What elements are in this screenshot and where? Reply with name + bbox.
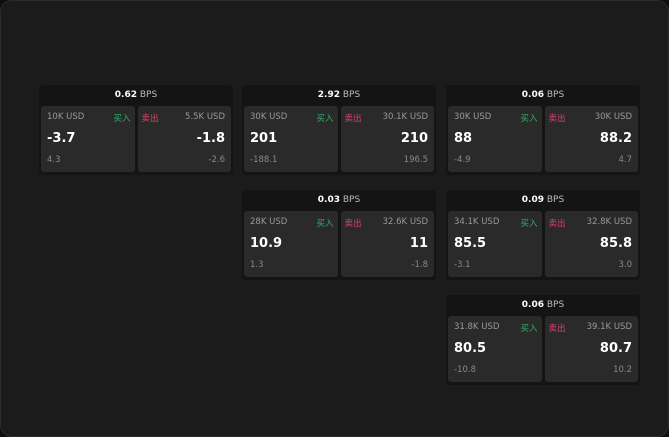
spread-unit: BPS <box>342 195 361 205</box>
sell-amount: 39.1K USD <box>586 322 632 332</box>
buy-amount: 31.8K USD <box>454 322 500 332</box>
spread-value: 0.06 <box>521 90 544 100</box>
sell-change: 3.0 <box>618 260 632 270</box>
spread-unit: BPS <box>546 90 565 100</box>
quote-card: 0.03 BPS 28K USD 买入 10.9 1.3 卖出 32.6K USD 11 -… <box>242 190 436 280</box>
buy-change: 1.3 <box>250 260 264 270</box>
buy-price: 201 <box>250 131 278 146</box>
buy-price: 10.9 <box>250 236 283 251</box>
sell-button[interactable]: 卖出 30.1K USD 210 196.5 <box>340 106 434 172</box>
buy-change: -3.1 <box>454 260 471 270</box>
buy-button[interactable]: 34.1K USD 买入 85.5 -3.1 <box>448 211 542 277</box>
spread-unit: BPS <box>546 300 565 310</box>
buy-amount: 34.1K USD <box>454 217 500 227</box>
buy-label: 买入 <box>113 114 131 124</box>
quote-card: 0.06 BPS 30K USD 买入 88 -4.9 卖出 30K USD 88.2 4.… <box>446 85 640 175</box>
sell-amount: 30K USD <box>594 112 632 122</box>
buy-label: 买入 <box>520 219 538 229</box>
buy-label: 买入 <box>316 114 334 124</box>
buy-button[interactable]: 30K USD 买入 88 -4.9 <box>448 106 542 172</box>
sell-price: 88.2 <box>599 131 632 146</box>
spread-header: 0.09 BPS <box>446 190 640 211</box>
buy-price: 85.5 <box>454 236 487 251</box>
buy-price: 80.5 <box>454 341 487 356</box>
buy-button[interactable]: 30K USD 买入 201 -188.1 <box>244 106 338 172</box>
spread-unit: BPS <box>139 90 158 100</box>
sell-button[interactable]: 卖出 5.5K USD -1.8 -2.6 <box>137 106 231 172</box>
sell-change: -2.6 <box>208 155 225 165</box>
quote-card: 0.06 BPS 31.8K USD 买入 80.5 -10.8 卖出 39.1K US… <box>446 295 640 385</box>
sell-change: 10.2 <box>613 365 632 375</box>
buy-amount: 30K USD <box>250 112 288 122</box>
sell-amount: 5.5K USD <box>185 112 225 122</box>
sell-button[interactable]: 卖出 32.6K USD 11 -1.8 <box>340 211 434 277</box>
sell-label: 卖出 <box>344 219 362 229</box>
quote-card: 0.09 BPS 34.1K USD 买入 85.5 -3.1 卖出 32.8K USD… <box>446 190 640 280</box>
sell-button[interactable]: 卖出 32.8K USD 85.8 3.0 <box>544 211 638 277</box>
spread-value: 0.06 <box>521 300 544 310</box>
buy-price: 88 <box>454 131 473 146</box>
spread-header: 0.03 BPS <box>242 190 436 211</box>
sell-label: 卖出 <box>344 114 362 124</box>
sell-amount: 30.1K USD <box>382 112 428 122</box>
sell-price: 11 <box>409 236 428 251</box>
sell-button[interactable]: 卖出 39.1K USD 80.7 10.2 <box>544 316 638 382</box>
buy-change: -4.9 <box>454 155 471 165</box>
spread-value: 0.09 <box>521 195 544 205</box>
sell-price: 210 <box>400 131 428 146</box>
spread-header: 2.92 BPS <box>242 85 436 106</box>
sell-label: 卖出 <box>548 324 566 334</box>
sell-change: -1.8 <box>411 260 428 270</box>
spread-header: 0.62 BPS <box>39 85 233 106</box>
spread-unit: BPS <box>546 195 565 205</box>
sell-amount: 32.6K USD <box>382 217 428 227</box>
spread-unit: BPS <box>342 90 361 100</box>
spread-value: 2.92 <box>317 90 340 100</box>
buy-label: 买入 <box>316 219 334 229</box>
spread-value: 0.03 <box>317 195 340 205</box>
sell-label: 卖出 <box>141 114 159 124</box>
sell-price: 80.7 <box>599 341 632 356</box>
sell-price: -1.8 <box>196 131 225 146</box>
sell-button[interactable]: 卖出 30K USD 88.2 4.7 <box>544 106 638 172</box>
sell-amount: 32.8K USD <box>586 217 632 227</box>
sell-price: 85.8 <box>599 236 632 251</box>
sell-change: 196.5 <box>403 155 428 165</box>
buy-button[interactable]: 10K USD 买入 -3.7 4.3 <box>41 106 135 172</box>
spread-header: 0.06 BPS <box>446 295 640 316</box>
quote-card: 0.62 BPS 10K USD 买入 -3.7 4.3 卖出 5.5K USD -1.8… <box>39 85 233 175</box>
quote-card: 2.92 BPS 30K USD 买入 201 -188.1 卖出 30.1K USD 2… <box>242 85 436 175</box>
buy-amount: 30K USD <box>454 112 492 122</box>
buy-change: -10.8 <box>454 365 476 375</box>
buy-button[interactable]: 28K USD 买入 10.9 1.3 <box>244 211 338 277</box>
buy-amount: 10K USD <box>47 112 85 122</box>
buy-label: 买入 <box>520 324 538 334</box>
buy-label: 买入 <box>520 114 538 124</box>
sell-label: 卖出 <box>548 114 566 124</box>
sell-change: 4.7 <box>618 155 632 165</box>
buy-change: 4.3 <box>47 155 61 165</box>
spread-header: 0.06 BPS <box>446 85 640 106</box>
buy-button[interactable]: 31.8K USD 买入 80.5 -10.8 <box>448 316 542 382</box>
sell-label: 卖出 <box>548 219 566 229</box>
buy-price: -3.7 <box>47 131 76 146</box>
buy-amount: 28K USD <box>250 217 288 227</box>
buy-change: -188.1 <box>250 155 278 165</box>
spread-value: 0.62 <box>114 90 137 100</box>
